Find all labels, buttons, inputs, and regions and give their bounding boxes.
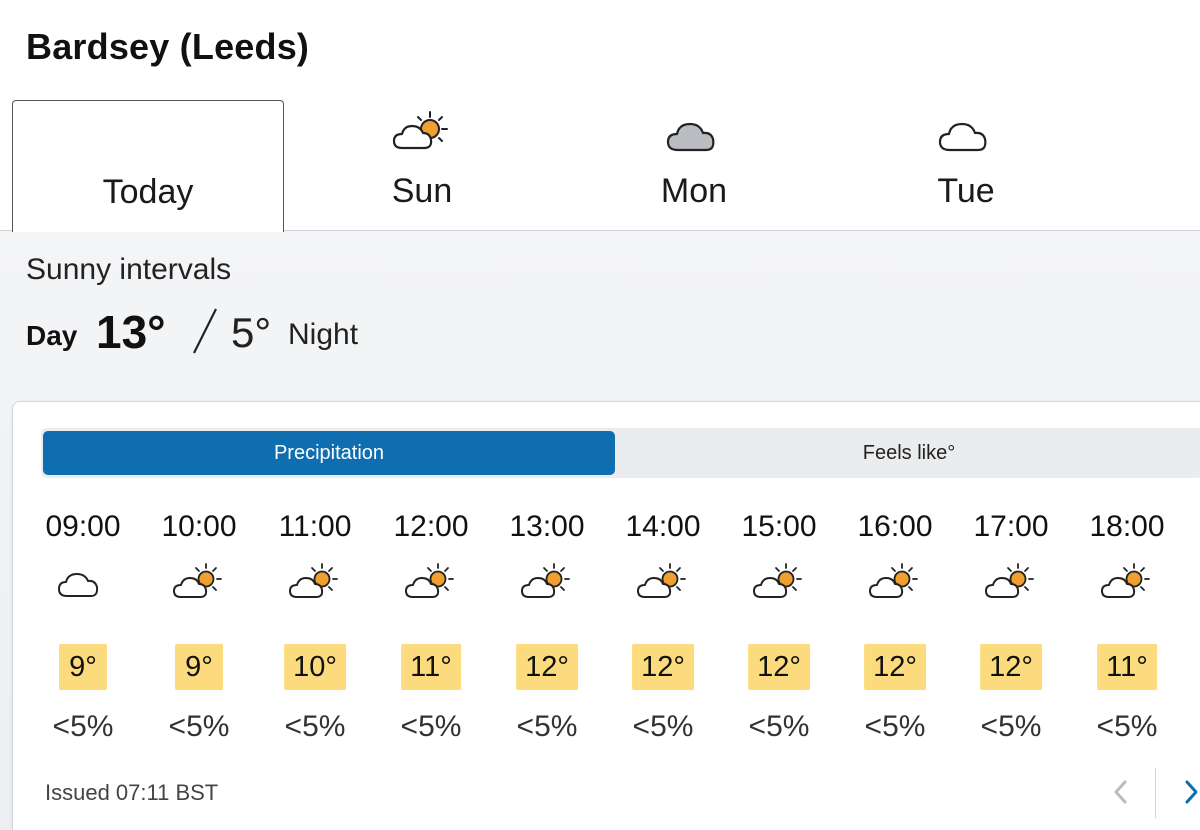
day-tab-label: Mon <box>660 172 728 210</box>
hour-time: 18:00 <box>1089 510 1165 543</box>
hour-column: 13:00 12° <5% <box>489 502 605 743</box>
day-summary: Sunny intervals Day 13° 5° Night Precipi… <box>0 230 1200 830</box>
hour-temperature: 11° <box>1097 644 1157 690</box>
sunny-intervals-icon <box>289 563 338 598</box>
hour-precipitation: <5% <box>632 710 694 743</box>
hour-column: 14:00 12° <5% <box>605 502 721 743</box>
sunny-intervals-icon <box>1101 563 1150 598</box>
hour-time: 17:00 <box>973 510 1049 543</box>
sunny-intervals-icon <box>392 111 448 150</box>
day-tab-label: Today <box>102 173 194 211</box>
sunny-intervals-icon <box>869 563 918 598</box>
hourly-forecast-card: Precipitation Feels like° 09:00 9° <5% 1… <box>12 401 1200 830</box>
issued-time: Issued 07:11 BST <box>45 780 219 805</box>
night-temperature: 5° <box>231 309 272 356</box>
hour-temperature: 10° <box>284 644 346 690</box>
location-title: Bardsey (Leeds) <box>26 26 310 67</box>
chevron-right-icon[interactable] <box>1177 774 1200 810</box>
hour-temperature: 9° <box>59 644 107 690</box>
hour-precipitation: <5% <box>864 710 926 743</box>
hour-precipitation: <5% <box>748 710 810 743</box>
day-tab-sun[interactable]: Sun <box>286 100 558 231</box>
day-tab-mon[interactable]: Mon <box>558 100 830 231</box>
day-tab-tue[interactable]: Tue <box>830 100 1102 231</box>
hour-column: 15:00 12° <5% <box>721 502 837 743</box>
chevron-left-icon[interactable] <box>1107 774 1135 810</box>
light-cloud-icon <box>58 573 99 597</box>
hour-temperature: 12° <box>748 644 810 690</box>
hour-precipitation: <5% <box>168 710 230 743</box>
temp-divider <box>193 308 217 354</box>
day-temperature: 13° <box>96 306 166 358</box>
sunny-intervals-icon <box>985 563 1034 598</box>
hour-column: 10:00 9° <5% <box>141 502 257 743</box>
cloudy-icon <box>666 122 715 152</box>
hour-temperature: 12° <box>980 644 1042 690</box>
night-label: Night <box>288 318 359 351</box>
hour-time: 11:00 <box>278 510 352 543</box>
hour-precipitation: <5% <box>516 710 578 743</box>
view-toggle: Precipitation Feels like° <box>41 428 1200 478</box>
hour-time: 12:00 <box>393 510 469 543</box>
hour-precipitation: <5% <box>400 710 462 743</box>
hour-column: 18:00 11° <5% <box>1069 502 1185 743</box>
hour-column: 09:00 9° <5% <box>25 502 141 743</box>
hour-time: 09:00 <box>45 510 121 543</box>
day-label: Day <box>26 320 78 351</box>
sunny-intervals-icon <box>753 563 802 598</box>
hour-column: 11:00 10° <5% <box>257 502 373 743</box>
hour-temperature: 11° <box>401 644 461 690</box>
light-cloud-icon <box>938 122 987 152</box>
hour-column: 12:00 11° <5% <box>373 502 489 743</box>
precipitation-tab[interactable]: Precipitation <box>43 431 615 475</box>
weather-condition: Sunny intervals <box>26 253 232 286</box>
hour-column: 16:00 12° <5% <box>837 502 953 743</box>
day-tab-label: Tue <box>937 172 995 210</box>
day-tab-label: Sun <box>391 172 453 210</box>
feels-like-tab[interactable]: Feels like° <box>862 441 956 464</box>
nav-divider <box>1155 768 1156 818</box>
hour-temperature: 12° <box>632 644 694 690</box>
hour-temperature: 9° <box>175 644 223 690</box>
hour-time: 10:00 <box>161 510 237 543</box>
hour-precipitation: <5% <box>284 710 346 743</box>
hour-time: 16:00 <box>857 510 933 543</box>
hour-time: 15:00 <box>741 510 817 543</box>
hour-precipitation: <5% <box>52 710 114 743</box>
sunny-intervals-icon <box>637 563 686 598</box>
sunny-intervals-icon <box>173 563 222 598</box>
hour-time: 13:00 <box>509 510 585 543</box>
hour-precipitation: <5% <box>980 710 1042 743</box>
day-tab-today[interactable]: Today <box>12 100 284 232</box>
hour-column: 17:00 12° <5% <box>953 502 1069 743</box>
hour-temperature: 12° <box>864 644 926 690</box>
sunny-intervals-icon <box>521 563 570 598</box>
hourly-list: 09:00 9° <5% 10:00 9° <box>25 502 1185 743</box>
hour-temperature: 12° <box>516 644 578 690</box>
hour-time: 14:00 <box>625 510 701 543</box>
hour-precipitation: <5% <box>1096 710 1158 743</box>
sunny-intervals-icon <box>405 563 454 598</box>
day-tabs: Today Sun Mon Tue <box>0 100 1200 290</box>
